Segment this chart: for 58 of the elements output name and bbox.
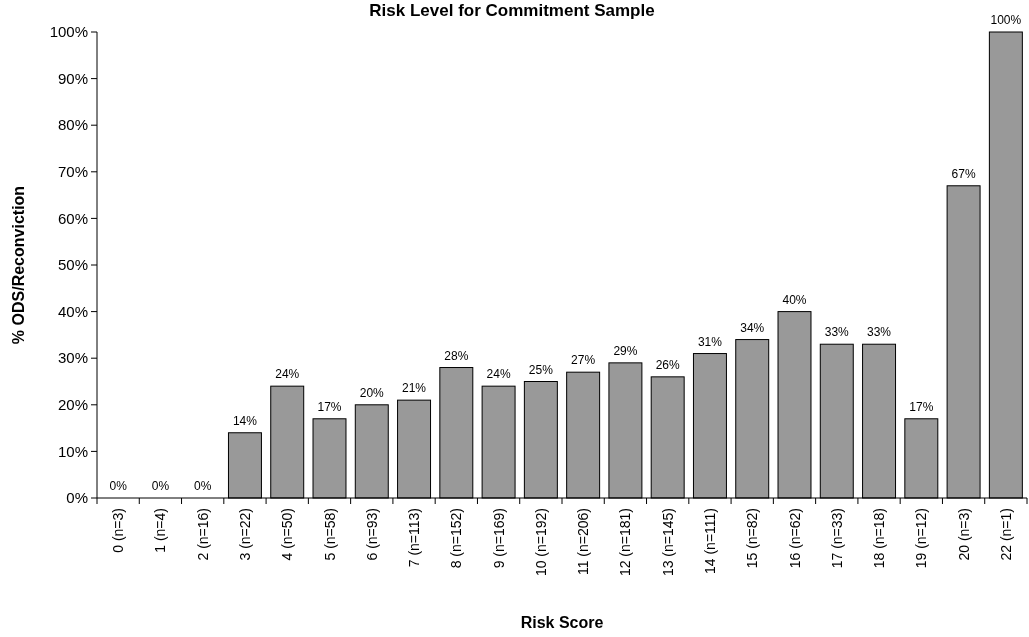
data-label: 28% <box>444 348 469 363</box>
x-tick-label: 15 (n=82) <box>744 508 761 569</box>
data-label: 17% <box>909 399 934 414</box>
data-label: 0% <box>151 479 170 493</box>
data-label: 25% <box>528 362 554 377</box>
x-tick-label: 6 (n=93) <box>363 508 380 561</box>
data-label: 33% <box>824 325 850 340</box>
chart-title: Risk Level for Commitment Sample <box>369 1 655 20</box>
y-tick-label: 80% <box>57 116 88 134</box>
x-tick-label: 5 (n=58) <box>321 508 338 561</box>
data-label: 100% <box>990 13 1022 27</box>
data-label: 31% <box>697 334 723 349</box>
data-label: 40% <box>782 292 807 307</box>
y-tick-label: 30% <box>57 349 88 367</box>
x-tick-label: 11 (n=206) <box>575 508 592 576</box>
x-tick-label: 20 (n=3) <box>955 508 972 561</box>
y-tick-label: 90% <box>57 69 88 87</box>
data-label: 24% <box>486 367 511 382</box>
x-tick-label: 4 (n=50) <box>279 508 296 561</box>
data-label: 24% <box>275 367 300 382</box>
y-tick-label: 10% <box>57 442 88 460</box>
x-tick-label: 10 (n=192) <box>532 508 549 577</box>
y-tick-label: 100% <box>49 23 88 41</box>
x-tick-label: 14 (n=111) <box>701 508 718 575</box>
x-axis-title: Risk Score <box>520 614 604 631</box>
y-tick-label: 20% <box>57 396 88 414</box>
x-tick-label: 9 (n=169) <box>490 508 507 569</box>
y-tick-label: 40% <box>57 302 88 320</box>
data-label: 0% <box>194 479 212 493</box>
x-tick-label: 13 (n=145) <box>659 508 676 577</box>
data-label: 17% <box>317 399 342 414</box>
x-tick-label: 17 (n=33) <box>828 508 845 569</box>
data-label: 34% <box>740 320 765 335</box>
y-tick-label: 0% <box>66 489 88 507</box>
x-tick-label: 12 (n=181) <box>617 508 634 577</box>
x-tick-label: 16 (n=62) <box>786 508 803 569</box>
x-tick-label: 8 (n=152) <box>448 508 465 569</box>
data-label: 0% <box>109 479 128 493</box>
data-label: 33% <box>867 325 892 340</box>
data-label: 29% <box>613 343 638 358</box>
x-tick-label: 2 (n=16) <box>194 508 211 561</box>
y-axis-title: % ODS/Reconviction <box>10 185 27 345</box>
x-tick-label: 3 (n=22) <box>236 508 253 561</box>
data-label: 21% <box>402 381 427 396</box>
data-label: 27% <box>571 353 596 368</box>
x-tick-label: 1 (n=4) <box>152 508 169 553</box>
data-label: 26% <box>655 357 681 372</box>
x-tick-label: 7 (n=113) <box>406 508 423 568</box>
x-tick-label: 22 (n=1) <box>997 508 1014 561</box>
x-tick-label: 0 (n=3) <box>110 508 127 553</box>
x-tick-label: 19 (n=12) <box>913 508 930 569</box>
data-label: 20% <box>359 385 385 400</box>
x-tick-label: 18 (n=18) <box>871 508 888 569</box>
y-tick-label: 60% <box>57 209 88 227</box>
data-label: 14% <box>232 413 258 428</box>
y-tick-label: 50% <box>57 256 88 274</box>
y-tick-label: 70% <box>57 163 88 181</box>
data-label: 67% <box>951 166 976 181</box>
